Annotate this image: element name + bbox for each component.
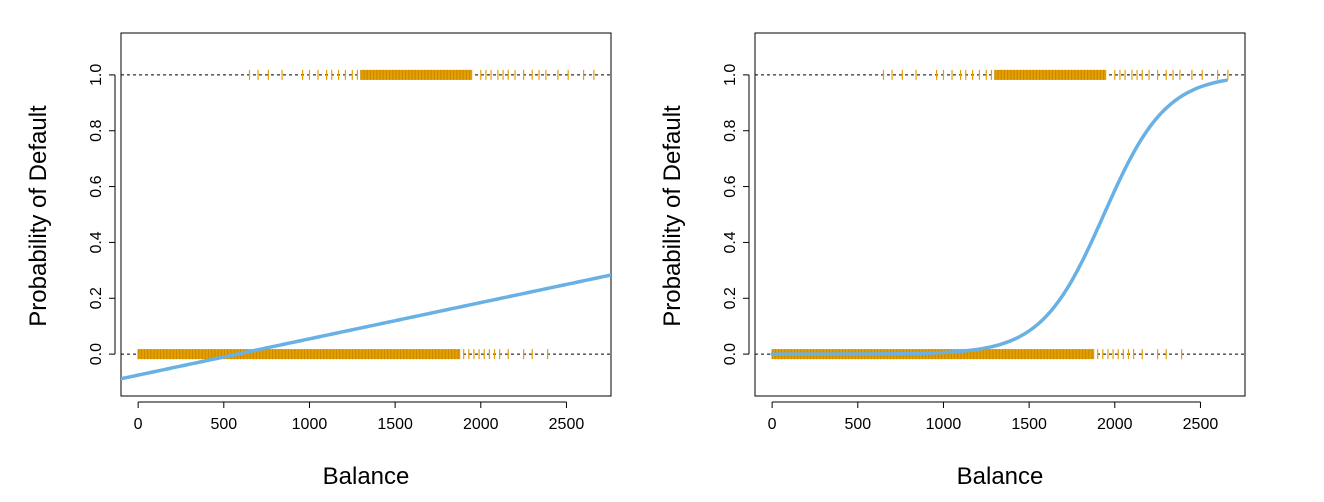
plot-frame <box>120 32 612 397</box>
y-tick-label: 0.8 <box>88 120 105 142</box>
x-axis: 0 500 1000 1500 2000 2500 <box>134 401 585 433</box>
fitted-line <box>121 273 611 381</box>
observation-band <box>994 69 1107 80</box>
y-tick-label: 0.8 <box>722 120 739 142</box>
y-tick-label: 0.4 <box>88 231 105 253</box>
observation-marks <box>137 69 595 360</box>
y-tick-label: 0.2 <box>88 287 105 309</box>
plot-frame <box>754 32 1246 397</box>
reference-lines <box>755 74 1245 355</box>
y-tick-label: 0.0 <box>88 343 105 365</box>
x-tick-label: 1500 <box>1011 416 1047 433</box>
x-tick-label: 2000 <box>1097 416 1133 433</box>
right-panel: 0.00.20.40.60.81.0 0 500 1000 1500 2000 2500 … <box>659 32 1246 490</box>
y-tick-label: 0.2 <box>722 287 739 309</box>
y-tick-label: 1.0 <box>88 64 105 86</box>
y-tick-label: 1.0 <box>722 64 739 86</box>
x-tick-label: 0 <box>134 416 143 433</box>
x-tick-label: 1000 <box>292 416 328 433</box>
x-tick-label: 2500 <box>549 416 585 433</box>
y-axis: 0.0 0.2 0.4 0.6 0.8 1.0 <box>88 64 116 365</box>
y-axis-label: Probability of Default <box>25 105 52 327</box>
x-tick-label: 2000 <box>463 416 499 433</box>
left-panel: 0.00.20.40.60.81.0 0 500 1000 1500 2000 2500 … <box>25 32 612 490</box>
x-axis: 0 500 1000 1500 2000 2500 <box>768 401 1219 433</box>
y-tick-label: 0.6 <box>88 175 105 197</box>
observation-band <box>138 349 461 360</box>
x-tick-label: 500 <box>844 416 871 433</box>
x-tick-label: 0 <box>768 416 777 433</box>
x-tick-label: 1000 <box>926 416 962 433</box>
y-axis-label: Probability of Default <box>659 105 686 327</box>
y-tick-label: 0.4 <box>722 231 739 253</box>
x-tick-label: 500 <box>210 416 237 433</box>
fit-layer <box>770 78 1228 356</box>
x-tick-label: 2500 <box>1183 416 1219 433</box>
fit-layer <box>121 273 611 381</box>
y-axis: 0.0 0.2 0.4 0.6 0.8 1.0 <box>722 64 750 365</box>
observation-band <box>360 69 473 80</box>
y-tick-label: 0.6 <box>722 175 739 197</box>
fitted-line <box>770 78 1228 356</box>
reference-lines <box>121 74 611 355</box>
x-axis-label: Balance <box>323 463 410 490</box>
x-axis-label: Balance <box>957 463 1044 490</box>
x-tick-label: 1500 <box>377 416 413 433</box>
y-tick-label: 0.0 <box>722 343 739 365</box>
